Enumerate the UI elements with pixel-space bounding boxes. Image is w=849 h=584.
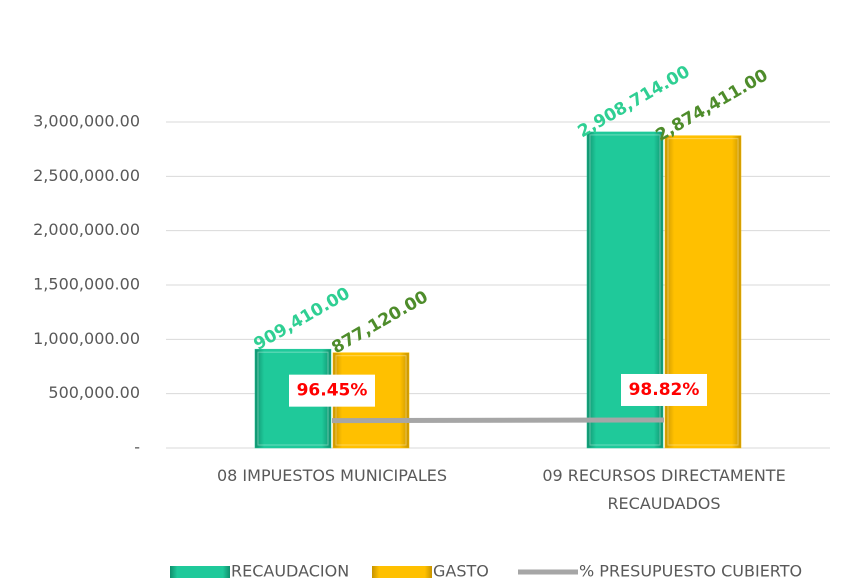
y-tick-label: 1,000,000.00: [33, 329, 140, 348]
x-tick-label: 08 IMPUESTOS MUNICIPALES: [217, 466, 447, 485]
legend-label: % PRESUPUESTO CUBIERTO: [579, 562, 802, 581]
bar-bevel: [589, 134, 661, 446]
data-label: 98.82%: [629, 380, 700, 400]
data-label: 96.45%: [297, 381, 368, 401]
legend-swatch: [170, 566, 230, 578]
legend-label: GASTO: [433, 562, 489, 581]
x-tick-line: RECAUDADOS: [607, 494, 720, 513]
data-label-group: 98.82%: [621, 373, 707, 406]
line: [331, 417, 665, 424]
y-tick-label: -: [134, 438, 140, 457]
x-tick-label: 09 RECURSOS DIRECTAMENTE RECAUDADOS: [542, 466, 785, 513]
y-tick-label: 2,000,000.00: [33, 220, 140, 239]
y-tick-label: 500,000.00: [48, 383, 140, 402]
y-tick-label: 3,000,000.00: [33, 112, 140, 131]
legend-swatch: [372, 566, 432, 578]
data-label-box: [621, 373, 707, 406]
data-label-group: 96.45%: [289, 374, 375, 407]
y-tick-label: 2,500,000.00: [33, 166, 140, 185]
data-label-box: [289, 374, 375, 407]
x-tick-line: 08 IMPUESTOS MUNICIPALES: [217, 466, 447, 485]
x-tick-line: 09 RECURSOS DIRECTAMENTE: [542, 466, 785, 485]
legend-label: RECAUDACION: [231, 562, 349, 581]
bar-bevel: [667, 138, 739, 446]
y-tick-label: 1,500,000.00: [33, 275, 140, 294]
